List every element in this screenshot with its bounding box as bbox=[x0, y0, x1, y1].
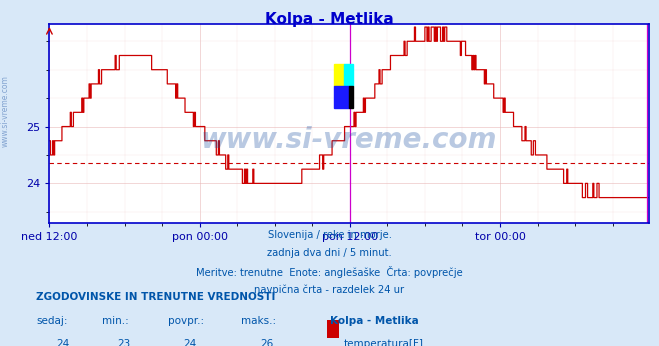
Text: ZGODOVINSKE IN TRENUTNE VREDNOSTI: ZGODOVINSKE IN TRENUTNE VREDNOSTI bbox=[36, 292, 275, 302]
Bar bbox=[334, 64, 344, 86]
Bar bbox=[334, 86, 349, 108]
Text: 24: 24 bbox=[183, 339, 196, 346]
Text: zadnja dva dni / 5 minut.: zadnja dva dni / 5 minut. bbox=[267, 248, 392, 258]
Text: maks.:: maks.: bbox=[241, 316, 275, 326]
Text: min.:: min.: bbox=[102, 316, 129, 326]
Text: Kolpa - Metlika: Kolpa - Metlika bbox=[265, 12, 394, 27]
Text: 23: 23 bbox=[117, 339, 130, 346]
Text: 26: 26 bbox=[260, 339, 273, 346]
Text: Slovenija / reke in morje.: Slovenija / reke in morje. bbox=[268, 230, 391, 240]
Text: sedaj:: sedaj: bbox=[36, 316, 68, 326]
Text: 24: 24 bbox=[56, 339, 69, 346]
Text: temperatura[F]: temperatura[F] bbox=[344, 339, 424, 346]
Text: www.si-vreme.com: www.si-vreme.com bbox=[1, 75, 10, 147]
Text: povpr.:: povpr.: bbox=[168, 316, 204, 326]
Text: www.si-vreme.com: www.si-vreme.com bbox=[201, 126, 498, 154]
Text: Meritve: trenutne  Enote: anglešaške  Črta: povprečje: Meritve: trenutne Enote: anglešaške Črta… bbox=[196, 266, 463, 278]
Text: Kolpa - Metlika: Kolpa - Metlika bbox=[330, 316, 418, 326]
Text: navpična črta - razdelek 24 ur: navpična črta - razdelek 24 ur bbox=[254, 284, 405, 294]
Bar bbox=[349, 86, 353, 108]
Bar bbox=[344, 64, 353, 86]
